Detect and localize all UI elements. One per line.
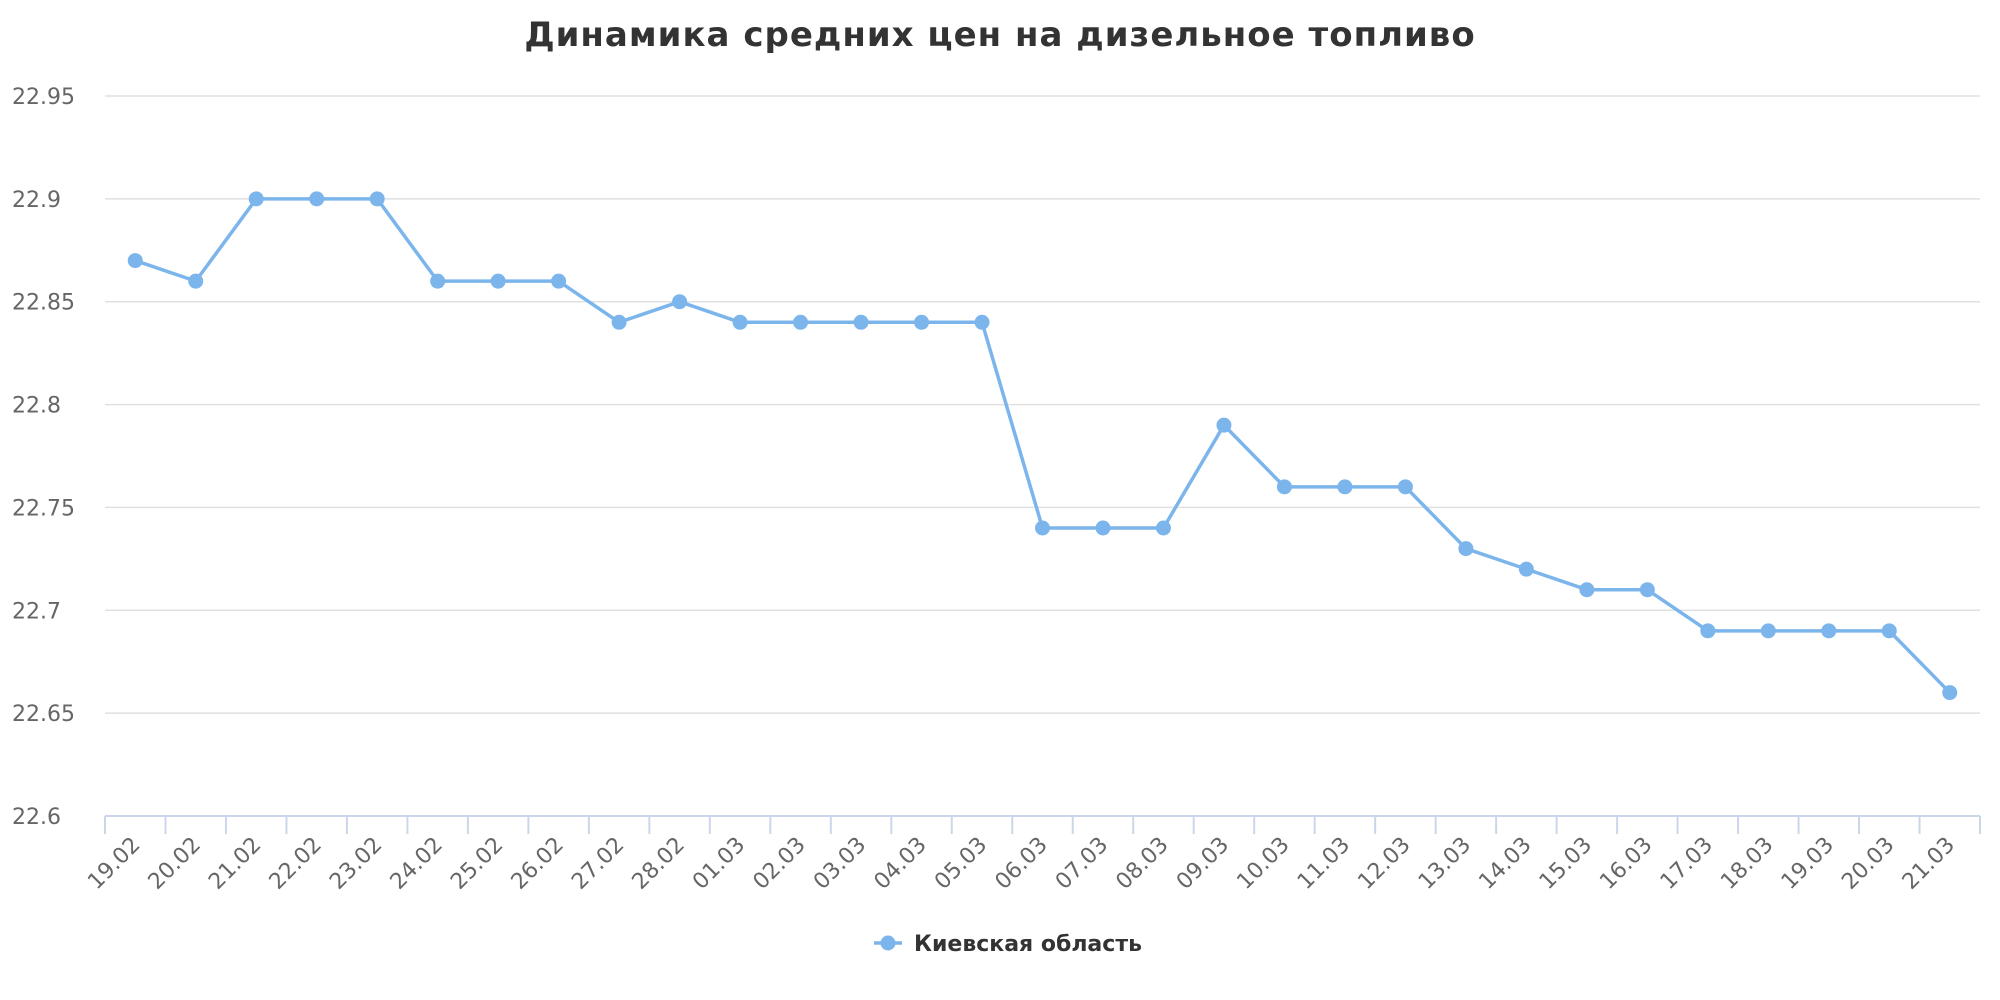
series-line <box>133 197 1952 695</box>
data-point[interactable] <box>430 273 446 289</box>
data-point[interactable] <box>1518 561 1534 577</box>
x-tick-label: 21.02 <box>204 833 266 895</box>
data-point[interactable] <box>672 294 688 310</box>
data-point[interactable] <box>490 273 506 289</box>
data-point[interactable] <box>1942 685 1958 701</box>
chart-title: Динамика средних цен на дизельное топлив… <box>524 15 1475 55</box>
x-tick-label: 02.03 <box>749 833 811 895</box>
y-tick-label: 22.7 <box>12 599 61 624</box>
legend[interactable]: Киевская область <box>874 932 1142 957</box>
x-tick-label: 17.03 <box>1656 833 1718 895</box>
data-point[interactable] <box>793 314 809 330</box>
x-tick-label: 23.02 <box>325 833 387 895</box>
data-point[interactable] <box>974 314 990 330</box>
data-point[interactable] <box>914 314 930 330</box>
x-tick-label: 25.02 <box>446 833 508 895</box>
y-tick-label: 22.85 <box>12 291 75 316</box>
data-point[interactable] <box>1155 520 1171 536</box>
y-tick-label: 22.95 <box>12 85 75 110</box>
series-layer <box>127 191 1958 701</box>
y-tick-label: 22.9 <box>12 188 61 213</box>
data-point[interactable] <box>551 273 567 289</box>
x-tick-label: 05.03 <box>930 833 992 895</box>
data-point[interactable] <box>1821 623 1837 639</box>
x-tick-label: 19.03 <box>1777 833 1839 895</box>
y-axis-labels: 22.6 22.65 22.7 22.75 22.8 22.85 22.9 22.95 <box>12 85 75 830</box>
x-axis: 19.0220.0221.0222.0223.0224.0225.0226.02… <box>83 815 1981 895</box>
y-tick-label: 22.65 <box>12 702 75 727</box>
x-tick-label: 13.03 <box>1414 833 1476 895</box>
data-point[interactable] <box>611 314 627 330</box>
x-tick-label: 28.02 <box>628 833 690 895</box>
x-tick-label: 06.03 <box>991 833 1053 895</box>
data-point[interactable] <box>309 191 325 207</box>
data-point[interactable] <box>127 253 143 269</box>
x-tick-label: 08.03 <box>1111 833 1173 895</box>
x-tick-label: 04.03 <box>870 833 932 895</box>
data-point[interactable] <box>1579 582 1595 598</box>
y-tick-label: 22.8 <box>12 394 61 419</box>
x-tick-label: 14.03 <box>1474 833 1536 895</box>
x-tick-label: 26.02 <box>507 833 569 895</box>
x-tick-label: 15.03 <box>1535 833 1597 895</box>
x-tick-label: 24.02 <box>386 833 448 895</box>
data-point[interactable] <box>1276 479 1292 495</box>
x-tick-label: 21.03 <box>1898 833 1960 895</box>
data-point[interactable] <box>369 191 385 207</box>
x-tick-label: 01.03 <box>688 833 750 895</box>
x-tick-label: 10.03 <box>1232 833 1294 895</box>
gridlines <box>105 95 1980 714</box>
data-point[interactable] <box>1458 541 1474 557</box>
x-tick-label: 18.03 <box>1716 833 1778 895</box>
data-point[interactable] <box>188 273 204 289</box>
x-tick-label: 11.03 <box>1293 833 1355 895</box>
y-tick-label: 22.6 <box>12 805 61 830</box>
legend-marker-icon <box>880 935 896 951</box>
x-tick-label: 20.03 <box>1837 833 1899 895</box>
x-tick-label: 22.02 <box>265 833 327 895</box>
x-tick-label: 09.03 <box>1172 833 1234 895</box>
data-point[interactable] <box>1760 623 1776 639</box>
data-point[interactable] <box>1035 520 1050 536</box>
x-tick-label: 19.02 <box>83 833 145 895</box>
data-point[interactable] <box>1337 479 1353 495</box>
data-point[interactable] <box>1881 623 1897 639</box>
data-point[interactable] <box>1639 582 1655 598</box>
y-tick-label: 22.75 <box>12 496 75 521</box>
x-tick-label: 16.03 <box>1595 833 1657 895</box>
data-point[interactable] <box>1700 623 1716 639</box>
data-point[interactable] <box>1095 520 1111 536</box>
legend-label[interactable]: Киевская область <box>914 932 1142 957</box>
x-tick-label: 07.03 <box>1051 833 1113 895</box>
x-tick-label: 03.03 <box>809 833 871 895</box>
data-point[interactable] <box>248 191 264 207</box>
data-point[interactable] <box>853 314 869 330</box>
x-tick-label: 12.03 <box>1353 833 1415 895</box>
x-tick-label: 27.02 <box>567 833 629 895</box>
x-tick-label: 20.02 <box>144 833 206 895</box>
data-point[interactable] <box>732 314 748 330</box>
data-point[interactable] <box>1397 479 1413 495</box>
data-point[interactable] <box>1216 417 1232 433</box>
